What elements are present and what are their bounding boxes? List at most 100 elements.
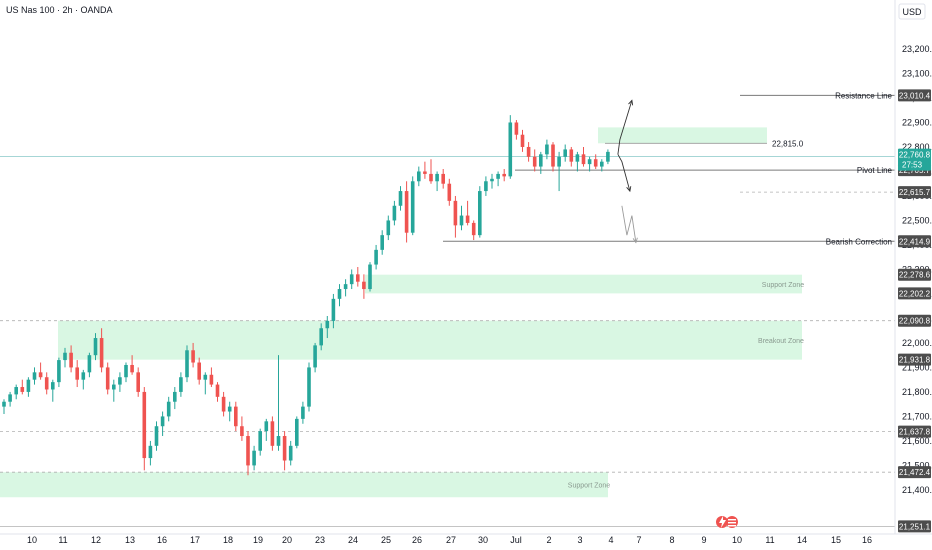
zone-label: Support Zone: [762, 282, 805, 289]
candle-body: [569, 149, 574, 162]
candle-body: [398, 191, 403, 206]
level-badge: 21,472.4: [899, 468, 931, 477]
zone-band: [598, 127, 767, 144]
zone-band: [0, 472, 608, 498]
level-badge-bg: [898, 89, 931, 102]
zone-badge-bg: [898, 353, 931, 366]
candle-body: [368, 264, 372, 290]
price-tick-label: 22,800.0: [902, 142, 932, 152]
candle-body: [38, 372, 43, 378]
time-tick-label: 9: [701, 535, 706, 545]
level-label: Resistance Line: [835, 91, 892, 100]
candle-body: [2, 401, 6, 407]
price-badges: 23,010.422,705.722,414.922,615.722,090.8…: [898, 89, 931, 533]
time-tick-label: 25: [381, 535, 391, 545]
candle-body: [63, 352, 67, 361]
candle-body: [423, 171, 427, 174]
chart-title: US Nas 100 · 2h · OANDA: [6, 5, 113, 15]
time-tick-label: 2: [546, 535, 551, 545]
time-tick-label: 8: [669, 535, 674, 545]
candle-body: [465, 215, 470, 223]
candle-body: [343, 284, 348, 290]
candle-body: [148, 445, 153, 459]
price-tick-label: 21,900.0: [902, 362, 932, 372]
candle-body: [575, 154, 580, 162]
candle-body: [313, 345, 317, 368]
projection-arrowhead: [628, 99, 634, 106]
price-axis[interactable]: 21,400.0 21,500.0 21,600.0 21,700.0 21,800.0…: [894, 0, 932, 534]
candle-body: [288, 445, 293, 461]
candles-layer: [2, 115, 610, 476]
candle-body: [581, 154, 586, 165]
candle-body: [490, 178, 494, 182]
projection-path: [617, 100, 633, 155]
candle-body: [44, 377, 49, 390]
candle-body: [545, 144, 549, 155]
candle-body: [130, 364, 134, 373]
candle-body: [362, 281, 366, 290]
candle-body: [508, 122, 513, 177]
level-badge-bg: [898, 466, 931, 479]
candle-body: [197, 362, 201, 380]
candle-body: [203, 374, 208, 380]
candle-body: [142, 391, 147, 459]
event-icons[interactable]: [716, 516, 738, 528]
candle-body: [410, 181, 415, 233]
level-badge: 22,414.9: [899, 237, 931, 246]
time-tick-label: 17: [190, 535, 200, 545]
price-tick-label: 22,500.0: [902, 215, 932, 225]
price-tick-label: 21,400.0: [902, 485, 932, 495]
time-tick-label: 18: [223, 535, 233, 545]
price-tick-label: 21,500.0: [902, 460, 932, 470]
flag-stripe: [728, 519, 736, 521]
candle-body: [240, 426, 244, 437]
candle-body: [234, 406, 238, 427]
projection-path: [617, 154, 631, 192]
currency-button[interactable]: [898, 3, 926, 20]
candle-body: [496, 173, 500, 179]
level-badge-bg: [898, 520, 931, 533]
time-tick-label: 20: [282, 535, 292, 545]
candle-body: [227, 406, 232, 412]
candle-body: [453, 200, 458, 226]
level-badge: 21,251.1: [899, 522, 931, 531]
candle-body: [51, 382, 55, 390]
time-ticks: 10 11 12 13 16 17 18 19 20 23 24 25 26 27 30 Jul 2 3 4 7 8 9 1…: [27, 535, 872, 545]
level-badge-bg: [898, 314, 931, 327]
candle-body: [392, 205, 397, 221]
candle-body: [105, 367, 110, 390]
candle-body: [551, 144, 555, 167]
price-tick-label: 21,700.0: [902, 411, 932, 421]
candle-body: [520, 134, 525, 147]
candle-body: [93, 338, 98, 356]
price-tick-label: 21,800.0: [902, 387, 932, 397]
candle-body: [99, 338, 104, 368]
zone-badge: 21,931.8: [899, 356, 931, 365]
time-tick-label: 7: [636, 535, 641, 545]
candle-body: [14, 387, 18, 395]
level-badge: 21,637.8: [899, 428, 931, 437]
candle-body: [563, 149, 567, 157]
candle-body: [258, 431, 262, 451]
price-tick-label: 22,900.0: [902, 117, 932, 127]
level-badge: 23,010.4: [899, 91, 931, 100]
projection-path: [621, 205, 637, 243]
candle-body: [8, 394, 12, 402]
zone-label: Support Zone: [568, 483, 611, 490]
candle-body: [166, 401, 171, 417]
candle-body: [179, 377, 183, 392]
candle-body: [75, 367, 79, 380]
time-axis[interactable]: 10 11 12 13 16 17 18 19 20 23 24 25 26 27 30 Jul 2 3 4 7 8 9 1…: [0, 533, 932, 545]
candle-body: [270, 421, 275, 446]
projection-arrowhead: [626, 186, 632, 193]
title-bar: US Nas 100 · 2h · OANDA: [6, 5, 113, 15]
candle-body: [221, 396, 226, 412]
time-tick-label: 15: [831, 535, 841, 545]
candle-body: [185, 350, 189, 378]
candle-body: [319, 328, 323, 346]
time-tick-label: 23: [315, 535, 325, 545]
candle-body: [282, 436, 287, 461]
candle-body: [417, 171, 421, 182]
candle-body: [246, 436, 250, 466]
